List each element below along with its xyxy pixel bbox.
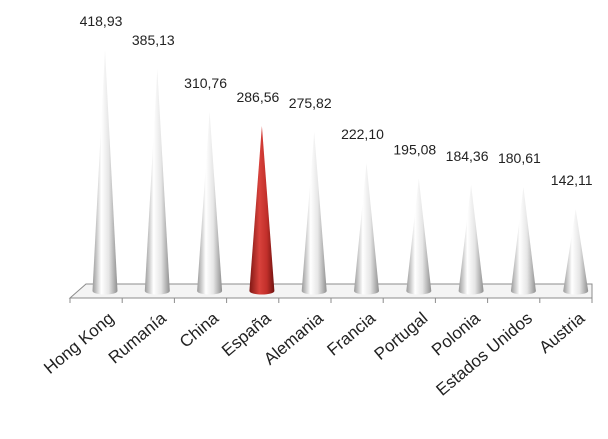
bar-estados-unidos (510, 186, 536, 295)
cone-bar (563, 209, 589, 295)
bar-hong-kong (92, 49, 118, 295)
value-label: 275,82 (289, 95, 332, 111)
bar-rumanía (144, 69, 170, 295)
category-label: Estados Unidos (433, 309, 536, 400)
category-label: Hong Kong (40, 309, 117, 378)
value-label: 310,76 (184, 75, 227, 91)
bar-china (197, 112, 223, 295)
cone-bar (249, 125, 275, 295)
cone-bar (406, 178, 432, 295)
bar-alemania (301, 132, 327, 295)
value-label: 418,93 (80, 13, 123, 29)
cone-bar (92, 49, 118, 295)
bar-austria (563, 209, 589, 295)
bars (92, 49, 589, 295)
bar-españa (249, 125, 275, 295)
category-label: Austria (536, 308, 589, 357)
value-label: 222,10 (341, 126, 384, 142)
cone-bar (510, 186, 536, 295)
cone-bar (197, 112, 223, 295)
bar-francia (354, 163, 379, 295)
category-label: China (176, 308, 223, 351)
category-label: Rumanía (105, 308, 170, 367)
cone-bar (458, 184, 484, 295)
category-label: Portugal (371, 309, 432, 364)
value-label: 180,61 (498, 150, 541, 166)
value-label: 184,36 (446, 148, 489, 164)
category-label: Francia (323, 308, 379, 359)
value-label: 286,56 (236, 89, 279, 105)
category-label: Alemania (260, 308, 327, 368)
value-labels: 418,93 385,13 310,76 286,56 275,82 222,10 195,… (80, 13, 593, 188)
value-label: 385,13 (132, 32, 175, 48)
bar-polonia (458, 184, 484, 295)
value-label: 195,08 (393, 142, 436, 158)
cone-bar (144, 69, 170, 295)
bar-portugal (406, 178, 432, 295)
value-label: 142,11 (551, 172, 593, 188)
cone-bar (354, 163, 379, 295)
cone-bar (301, 132, 327, 295)
